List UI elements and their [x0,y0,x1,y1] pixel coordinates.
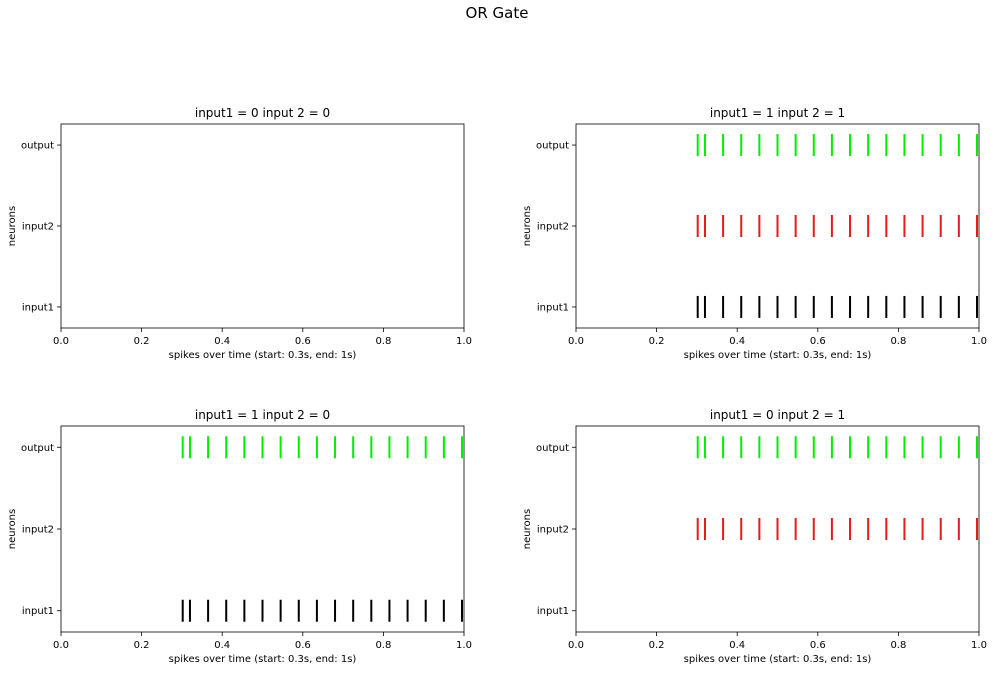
figure-title: OR Gate [465,4,529,22]
x-tick-label: 1.0 [971,336,987,347]
y-tick-label: output [21,141,54,152]
y-axis-label: neurons [7,509,18,549]
y-axis-label: neurons [522,206,533,246]
x-tick-label: 0.0 [568,336,584,347]
y-tick-label: input2 [22,525,54,536]
x-axis-label: spikes over time (start: 0.3s, end: 1s) [684,350,872,361]
y-tick-label: input1 [537,302,569,313]
x-tick-label: 0.8 [375,640,391,651]
x-tick-label: 0.2 [134,336,150,347]
plot-frame [60,123,465,329]
y-axis-label: neurons [7,206,18,246]
x-tick-label: 0.6 [810,640,826,651]
x-tick-label: 0.6 [810,336,826,347]
x-tick-label: 0.4 [214,336,230,347]
y-tick-label: input2 [537,222,569,233]
y-axis-label: neurons [522,509,533,549]
x-tick-label: 0.2 [649,640,665,651]
y-tick-label: input1 [537,606,569,617]
x-tick-label: 0.0 [53,640,69,651]
x-tick-label: 1.0 [971,640,987,651]
subplot-title: input1 = 0 input 2 = 0 [195,106,330,120]
x-tick-label: 0.0 [53,336,69,347]
x-tick-label: 0.8 [890,640,906,651]
x-axis-label: spikes over time (start: 0.3s, end: 1s) [169,350,357,361]
x-tick-label: 1.0 [456,640,472,651]
x-tick-label: 0.8 [375,336,391,347]
y-tick-label: input1 [22,606,54,617]
x-tick-label: 0.8 [890,336,906,347]
y-tick-label: output [536,443,569,454]
x-axis-label: spikes over time (start: 0.3s, end: 1s) [169,654,357,665]
y-tick-label: input2 [22,222,54,233]
x-tick-label: 0.6 [295,336,311,347]
subplot-3: input1 = 1 input 2 = 0 input1 input2 output… [7,408,472,665]
y-tick-label: output [21,443,54,454]
subplot-1: input1 = 0 input 2 = 0 input1 input2 output… [7,106,472,361]
x-tick-label: 0.0 [568,640,584,651]
y-tick-label: output [536,141,569,152]
y-tick-label: input1 [22,302,54,313]
x-tick-label: 0.4 [214,640,230,651]
x-tick-label: 1.0 [456,336,472,347]
subplot-title: input1 = 1 input 2 = 1 [710,106,845,120]
subplot-4: input1 = 0 input 2 = 1 input1 input2 output… [522,408,987,665]
x-tick-label: 0.2 [134,640,150,651]
x-tick-label: 0.2 [649,336,665,347]
x-tick-label: 0.4 [729,640,745,651]
x-tick-label: 0.4 [729,336,745,347]
subplot-2: input1 = 1 input 2 = 1 input1 input2 output… [522,106,987,361]
y-tick-label: input2 [537,525,569,536]
subplot-title: input1 = 1 input 2 = 0 [195,408,330,422]
subplot-title: input1 = 0 input 2 = 1 [710,408,845,422]
x-axis-label: spikes over time (start: 0.3s, end: 1s) [684,654,872,665]
x-tick-label: 0.6 [295,640,311,651]
